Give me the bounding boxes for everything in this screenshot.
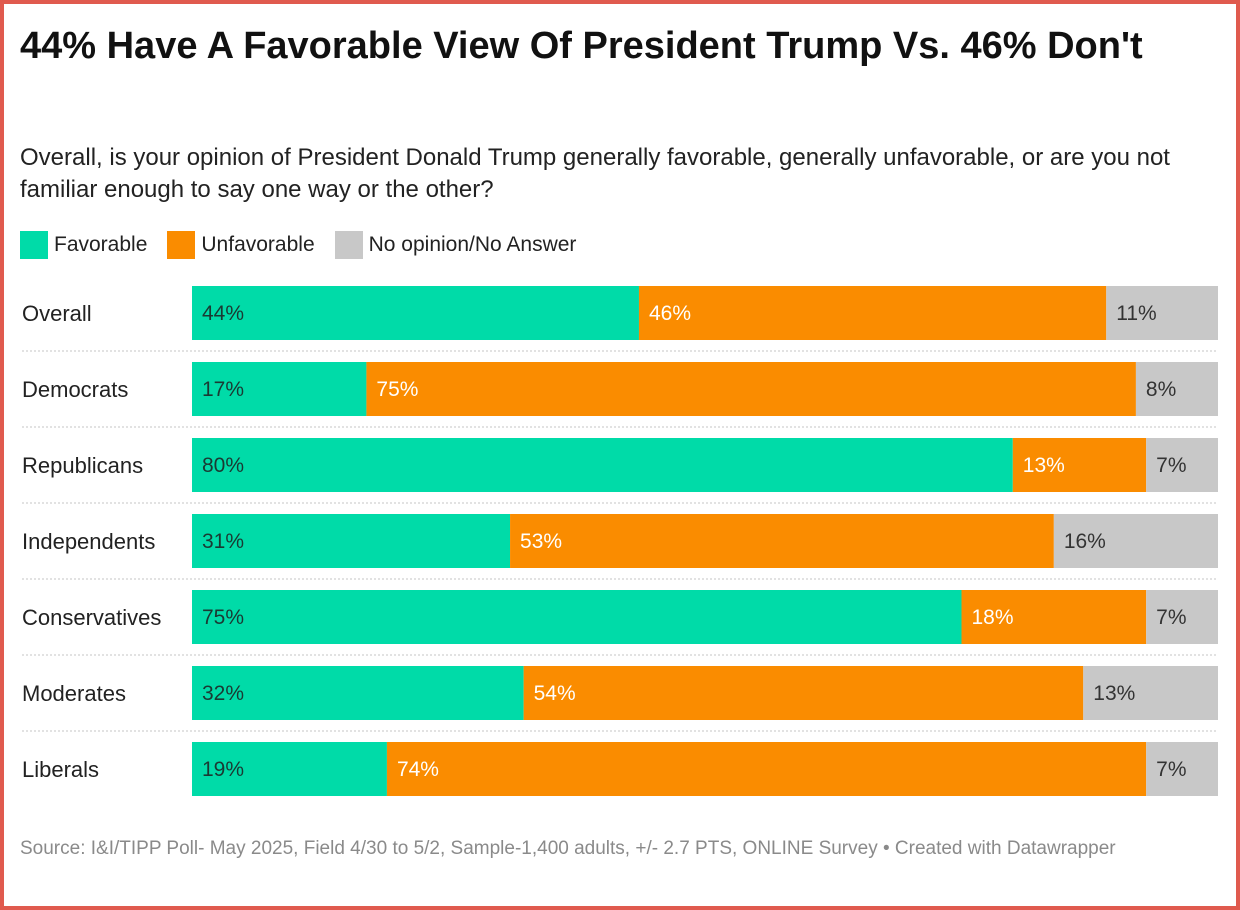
data-label: 32% bbox=[202, 682, 244, 705]
bar-segment bbox=[192, 286, 639, 340]
data-label: 16% bbox=[1064, 530, 1106, 553]
legend-label-favorable: Favorable bbox=[54, 233, 148, 256]
category-label: Liberals bbox=[22, 757, 99, 782]
bar-segment bbox=[192, 362, 367, 416]
legend-item-no-opinion: No opinion/No Answer bbox=[334, 231, 577, 259]
category-label: Overall bbox=[22, 301, 92, 326]
bar-segment bbox=[386, 742, 1147, 796]
legend: Favorable Unfavorable No opinion/No Answ… bbox=[20, 230, 596, 260]
category-label: Republicans bbox=[22, 453, 143, 478]
data-label: 19% bbox=[202, 758, 244, 781]
bar-segment bbox=[366, 362, 1136, 416]
data-label: 17% bbox=[202, 378, 244, 401]
legend-item-favorable: Favorable bbox=[20, 231, 147, 259]
bar-segment bbox=[192, 514, 511, 568]
data-label: 7% bbox=[1156, 758, 1186, 781]
data-label: 13% bbox=[1093, 682, 1135, 705]
bar-segment bbox=[510, 514, 1054, 568]
bar-row: Conservatives 75% 18% 7% bbox=[22, 590, 1218, 656]
source-footer: Source: I&I/TIPP Poll- May 2025, Field 4… bbox=[20, 838, 1116, 859]
category-label: Democrats bbox=[22, 377, 128, 402]
legend-item-unfavorable: Unfavorable bbox=[167, 231, 315, 259]
bar-row: Independents 31% 53% 16% bbox=[22, 514, 1218, 580]
bar-segment bbox=[192, 742, 387, 796]
data-label: 7% bbox=[1156, 454, 1186, 477]
data-label: 18% bbox=[972, 606, 1014, 629]
data-label: 11% bbox=[1116, 302, 1156, 325]
bar-segment bbox=[638, 286, 1107, 340]
data-label: 53% bbox=[520, 530, 562, 553]
data-label: 74% bbox=[397, 758, 439, 781]
data-label: 44% bbox=[202, 302, 244, 325]
bar-segment bbox=[192, 438, 1013, 492]
data-label: 8% bbox=[1146, 378, 1176, 401]
data-label: 7% bbox=[1156, 606, 1186, 629]
legend-label-unfavorable: Unfavorable bbox=[201, 233, 315, 256]
bar-segment bbox=[192, 666, 524, 720]
bar-segment bbox=[1146, 590, 1218, 644]
data-label: 54% bbox=[534, 682, 576, 705]
data-label: 46% bbox=[649, 302, 691, 325]
legend-swatch-unfavorable bbox=[167, 231, 196, 259]
bar-segment bbox=[523, 666, 1084, 720]
bar-segment bbox=[1053, 514, 1218, 568]
legend-label-no-opinion: No opinion/No Answer bbox=[368, 233, 577, 256]
bar-segment bbox=[1012, 438, 1147, 492]
bar-segment bbox=[1135, 362, 1218, 416]
data-label: 75% bbox=[376, 378, 418, 401]
legend-swatch-favorable bbox=[20, 231, 48, 259]
data-label: 13% bbox=[1023, 454, 1065, 477]
legend-swatch-no-opinion bbox=[334, 231, 363, 259]
category-label: Conservatives bbox=[22, 605, 161, 630]
data-label: 80% bbox=[202, 454, 244, 477]
bar-row: Overall 44% 46% 11% bbox=[22, 286, 1218, 352]
category-label: Independents bbox=[22, 529, 155, 554]
bar-segment bbox=[961, 590, 1147, 644]
bar-segment bbox=[1146, 438, 1218, 492]
stacked-bar-chart: Overall 44% 46% 11% Democrats 17% 75% 8% Republi… bbox=[22, 286, 1218, 796]
bar-segment bbox=[1083, 666, 1218, 720]
bar-segment bbox=[1106, 286, 1218, 340]
bar-row: Republicans 80% 13% 7% bbox=[22, 438, 1218, 504]
bar-row: Liberals 19% 74% 7% bbox=[22, 742, 1218, 796]
data-label: 75% bbox=[202, 606, 244, 629]
data-label: 31% bbox=[202, 530, 244, 553]
chart-title: 44% Have A Favorable View Of President T… bbox=[20, 25, 1143, 67]
bar-row: Moderates 32% 54% 13% bbox=[22, 666, 1218, 732]
category-label: Moderates bbox=[22, 681, 126, 706]
bar-segment bbox=[192, 590, 962, 644]
bar-segment bbox=[1146, 742, 1218, 796]
bar-row: Democrats 17% 75% 8% bbox=[22, 362, 1218, 428]
chart-subtitle: Overall, is your opinion of President Do… bbox=[20, 144, 1170, 203]
